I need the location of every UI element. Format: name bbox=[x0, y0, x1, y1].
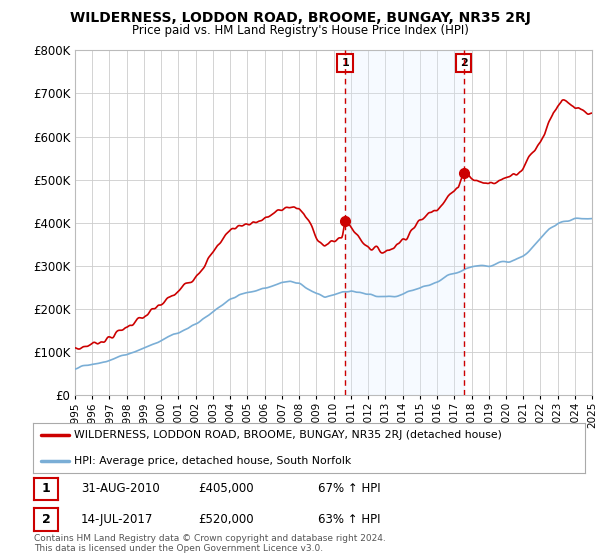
Bar bbox=[345, 50, 464, 395]
Text: 14-JUL-2017: 14-JUL-2017 bbox=[81, 513, 154, 526]
Text: 31-AUG-2010: 31-AUG-2010 bbox=[81, 482, 160, 496]
Text: 63% ↑ HPI: 63% ↑ HPI bbox=[318, 513, 380, 526]
Text: 1: 1 bbox=[341, 58, 349, 68]
Text: Contains HM Land Registry data © Crown copyright and database right 2024.
This d: Contains HM Land Registry data © Crown c… bbox=[34, 534, 386, 553]
Text: 2: 2 bbox=[42, 513, 50, 526]
Text: HPI: Average price, detached house, South Norfolk: HPI: Average price, detached house, Sout… bbox=[74, 456, 352, 465]
Text: £405,000: £405,000 bbox=[198, 482, 254, 496]
Text: 1: 1 bbox=[42, 482, 50, 496]
Text: 67% ↑ HPI: 67% ↑ HPI bbox=[318, 482, 380, 496]
Text: £520,000: £520,000 bbox=[198, 513, 254, 526]
Text: WILDERNESS, LODDON ROAD, BROOME, BUNGAY, NR35 2RJ: WILDERNESS, LODDON ROAD, BROOME, BUNGAY,… bbox=[70, 11, 530, 25]
Text: Price paid vs. HM Land Registry's House Price Index (HPI): Price paid vs. HM Land Registry's House … bbox=[131, 24, 469, 36]
Text: 2: 2 bbox=[460, 58, 467, 68]
Text: WILDERNESS, LODDON ROAD, BROOME, BUNGAY, NR35 2RJ (detached house): WILDERNESS, LODDON ROAD, BROOME, BUNGAY,… bbox=[74, 431, 502, 440]
